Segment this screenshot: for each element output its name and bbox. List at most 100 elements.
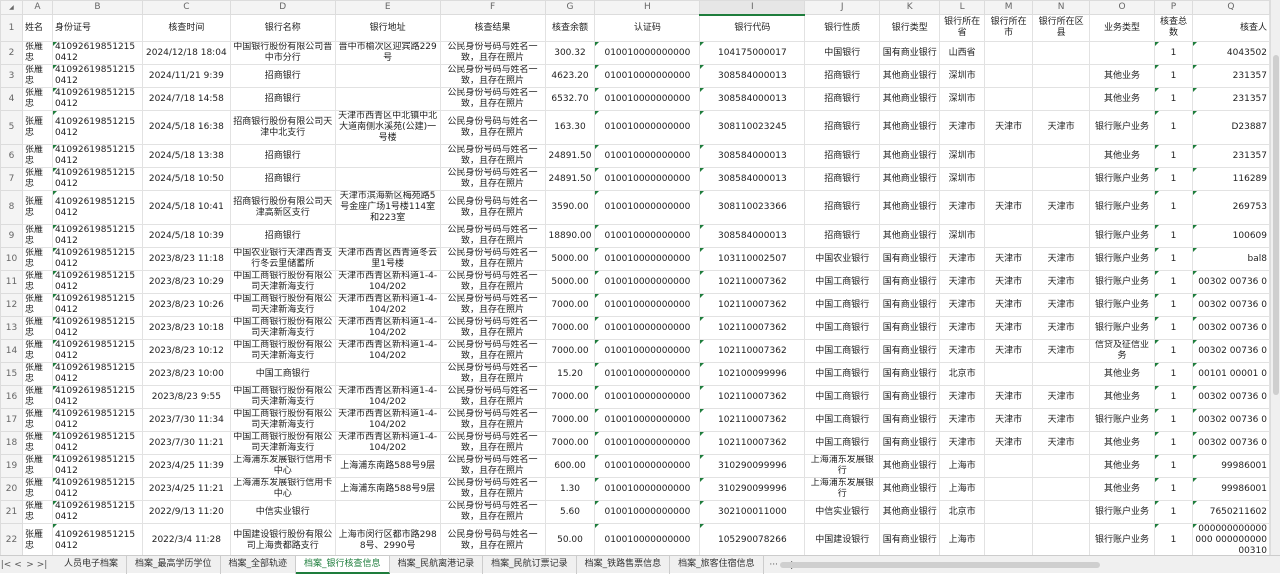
cell-H[interactable]: 010010000000000 [594,110,701,145]
cell-L[interactable]: 北京市 [939,500,986,524]
cell-P[interactable]: 1 [1153,270,1193,294]
cell-N[interactable]: 天津市 [1032,431,1091,455]
cell-D[interactable]: 中国工商银行股份有限公司天津新海支行 [229,339,336,363]
cell-E[interactable] [334,362,441,386]
cell-A[interactable]: 张雁忠 [21,523,53,555]
cell-L[interactable]: 深圳市 [939,87,986,111]
cell-L[interactable]: 天津市 [939,385,986,409]
cell-J[interactable]: 招商银行 [804,87,881,111]
cell-D[interactable]: 中国工商银行股份有限公司天津新海支行 [229,431,336,455]
cell-E[interactable]: 上海浦东南路588号9层 [334,454,441,478]
cell-D[interactable]: 招商银行 [229,64,336,88]
row-number[interactable]: 13 [0,316,23,340]
cell-A[interactable]: 张雁忠 [21,454,53,478]
cell-I[interactable]: 308584000013 [699,167,806,191]
cell-Q[interactable]: 116289 [1191,167,1270,191]
cell-E[interactable] [334,87,441,111]
cell-P[interactable]: 1 [1153,224,1193,248]
cell-O[interactable]: 银行账户业务 [1089,110,1155,145]
cell-A[interactable]: 张雁忠 [21,339,53,363]
cell-J[interactable]: 招商银行 [804,224,881,248]
row-number[interactable]: 11 [0,270,23,294]
cell-O[interactable]: 银行账户业务 [1089,293,1155,317]
row-number[interactable]: 6 [0,144,23,168]
sheet-tab[interactable]: 档案_旅客住宿信息 [670,555,764,574]
column-header-D[interactable]: D [229,0,336,15]
cell-C[interactable]: 2023/4/25 11:21 [141,477,231,501]
cell-G[interactable]: 7000.00 [544,385,596,409]
cell-P[interactable]: 1 [1153,408,1193,432]
cell-N[interactable]: 天津市 [1032,408,1091,432]
cell-I[interactable]: 102110007362 [699,316,806,340]
cell-F[interactable]: 公民身份号码与姓名一致，且存在照片 [439,431,546,455]
cell-C[interactable]: 2023/8/23 10:00 [141,362,231,386]
cell-N[interactable] [1032,500,1091,524]
cell-C[interactable]: 2023/7/30 11:34 [141,408,231,432]
cell-B[interactable]: 410926198512150412 [51,316,143,340]
column-header-O[interactable]: O [1089,0,1155,15]
cell-K[interactable]: 国有商业银行 [879,385,941,409]
cell-L[interactable]: 天津市 [939,110,986,145]
cell-I[interactable]: 308584000013 [699,144,806,168]
cell-B[interactable]: 410926198512150412 [51,110,143,145]
header-cell[interactable]: 核查结果 [439,14,546,42]
column-header-C[interactable]: C [141,0,231,15]
cell-P[interactable]: 1 [1153,293,1193,317]
cell-Q[interactable]: 00302 00736 0 [1191,339,1270,363]
cell-E[interactable]: 天津市西青区西青道冬云里1号楼 [334,247,441,271]
cell-D[interactable]: 招商银行 [229,224,336,248]
cell-O[interactable]: 其他业务 [1089,431,1155,455]
cell-J[interactable]: 中信实业银行 [804,500,881,524]
cell-B[interactable]: 410926198512150412 [51,385,143,409]
cell-J[interactable]: 招商银行 [804,190,881,225]
header-cell[interactable]: 银行性质 [804,14,881,42]
column-header-Q[interactable]: Q [1191,0,1270,15]
cell-J[interactable]: 中国农业银行 [804,247,881,271]
cell-C[interactable]: 2024/5/18 13:38 [141,144,231,168]
cell-H[interactable]: 010010000000000 [594,190,701,225]
cell-I[interactable]: 310290099996 [699,454,806,478]
cell-F[interactable]: 公民身份号码与姓名一致，且存在照片 [439,224,546,248]
cell-P[interactable]: 1 [1153,523,1193,555]
cell-N[interactable]: 天津市 [1032,339,1091,363]
cell-P[interactable]: 1 [1153,190,1193,225]
cell-N[interactable] [1032,41,1091,65]
row-number[interactable]: 10 [0,247,23,271]
cell-J[interactable]: 招商银行 [804,64,881,88]
cell-H[interactable]: 010010000000000 [594,270,701,294]
cell-C[interactable]: 2024/11/21 9:39 [141,64,231,88]
cell-B[interactable]: 410926198512150412 [51,431,143,455]
cell-L[interactable]: 上海市 [939,523,986,555]
cell-Q[interactable]: 99986001 [1191,454,1270,478]
cell-K[interactable]: 其他商业银行 [879,87,941,111]
cell-O[interactable]: 其他业务 [1089,64,1155,88]
cell-J[interactable]: 中国工商银行 [804,385,881,409]
cell-A[interactable]: 张雁忠 [21,362,53,386]
cell-A[interactable]: 张雁忠 [21,316,53,340]
cell-F[interactable]: 公民身份号码与姓名一致，且存在照片 [439,293,546,317]
cell-L[interactable]: 深圳市 [939,144,986,168]
cell-F[interactable]: 公民身份号码与姓名一致，且存在照片 [439,144,546,168]
cell-G[interactable]: 300.32 [544,41,596,65]
cell-K[interactable]: 其他商业银行 [879,64,941,88]
cell-C[interactable]: 2024/7/18 14:58 [141,87,231,111]
cell-O[interactable]: 银行账户业务 [1089,500,1155,524]
cell-J[interactable]: 招商银行 [804,167,881,191]
cell-G[interactable]: 7000.00 [544,316,596,340]
cell-H[interactable]: 010010000000000 [594,339,701,363]
vertical-scrollbar[interactable] [1270,0,1280,555]
cell-H[interactable]: 010010000000000 [594,247,701,271]
cell-P[interactable]: 1 [1153,339,1193,363]
cell-F[interactable]: 公民身份号码与姓名一致，且存在照片 [439,270,546,294]
cell-G[interactable]: 18890.00 [544,224,596,248]
cell-B[interactable]: 410926198512150412 [51,362,143,386]
cell-F[interactable]: 公民身份号码与姓名一致，且存在照片 [439,316,546,340]
column-header-B[interactable]: B [51,0,143,15]
cell-A[interactable]: 张雁忠 [21,167,53,191]
cell-J[interactable]: 中国银行 [804,41,881,65]
next-sheet-button[interactable]: > [26,559,34,570]
cell-D[interactable]: 中国工商银行股份有限公司天津新海支行 [229,293,336,317]
cell-J[interactable]: 中国工商银行 [804,431,881,455]
cell-K[interactable]: 国有商业银行 [879,339,941,363]
row-number[interactable]: 21 [0,500,23,524]
